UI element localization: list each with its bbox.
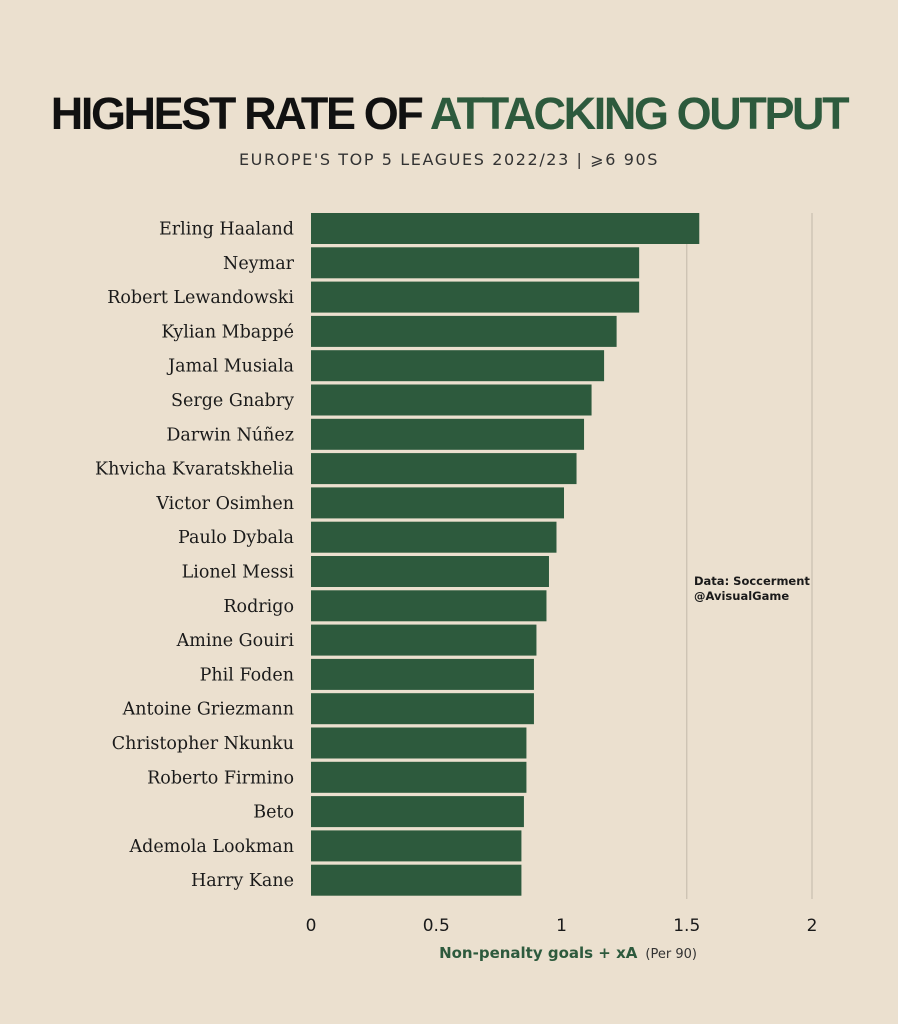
x-axis-label-main: Non-penalty goals + xA	[439, 944, 638, 962]
chart-title: HIGHEST RATE OF ATTACKING OUTPUT	[0, 88, 898, 140]
x-tick-label-2: 1	[556, 916, 567, 936]
category-label-10: Lionel Messi	[182, 563, 295, 583]
bar-17	[311, 796, 524, 828]
category-label-0: Erling Haaland	[159, 220, 294, 240]
bar-16	[311, 761, 527, 793]
bar-1	[311, 247, 640, 279]
bar-10	[311, 556, 549, 587]
x-tick-label-3: 1.5	[673, 916, 700, 936]
bar-6	[311, 418, 585, 450]
bar-5	[311, 384, 592, 416]
category-label-1: Neymar	[223, 254, 295, 274]
bar-0	[311, 213, 700, 244]
category-label-8: Victor Osimhen	[155, 494, 294, 514]
x-tick-label-0: 0	[306, 916, 317, 936]
bar-15	[311, 727, 527, 759]
chart-subtitle: EUROPE'S TOP 5 LEAGUES 2022/23 | ⩾6 90S	[238, 150, 660, 169]
category-label-19: Harry Kane	[191, 871, 294, 891]
bar-13	[311, 658, 534, 690]
category-label-12: Amine Gouiri	[176, 631, 295, 651]
category-labels: Erling Haaland Neymar Robert Lewandowski Ky…	[95, 220, 295, 892]
bar-12	[311, 624, 537, 656]
category-label-6: Darwin Núñez	[166, 425, 294, 445]
data-credit: Data: Soccerment @AvisualGame	[694, 574, 810, 604]
title-part-1: HIGHEST RATE OF	[50, 88, 430, 139]
category-label-17: Beto	[253, 803, 294, 823]
category-label-5: Serge Gnabry	[171, 391, 294, 411]
x-tick-label-1: 0.5	[423, 916, 450, 936]
title-part-2-accent: ATTACKING OUTPUT	[429, 88, 850, 139]
x-tick-label-4: 2	[807, 916, 818, 936]
bar-3	[311, 315, 617, 347]
bar-18	[311, 830, 522, 862]
category-label-14: Antoine Griezmann	[122, 700, 294, 720]
x-axis-ticks: 0 0.5 1 1.5 2	[306, 916, 818, 936]
category-label-13: Phil Foden	[200, 665, 294, 685]
category-label-4: Jamal Musiala	[166, 357, 294, 377]
x-axis-label-unit: (Per 90)	[645, 947, 697, 962]
category-label-3: Kylian Mbappé	[161, 322, 294, 342]
bar-7	[311, 453, 577, 485]
credit-source: Data: Soccerment	[694, 574, 810, 588]
gridlines	[686, 213, 813, 899]
bars	[311, 213, 700, 896]
bar-8	[311, 487, 565, 519]
category-label-7: Khvicha Kvaratskhelia	[95, 460, 294, 480]
category-label-18: Ademola Lookman	[128, 837, 294, 857]
category-label-11: Rodrigo	[223, 597, 294, 617]
bar-14	[311, 693, 534, 725]
category-label-9: Paulo Dybala	[178, 528, 294, 548]
credit-handle: @AvisualGame	[694, 589, 790, 603]
bar-9	[311, 521, 557, 553]
x-axis-label: Non-penalty goals + xA (Per 90)	[439, 944, 697, 962]
bar-11	[311, 590, 547, 622]
bar-4	[311, 350, 605, 382]
category-label-16: Roberto Firmino	[147, 768, 294, 788]
category-label-2: Robert Lewandowski	[107, 288, 294, 308]
bar-19	[311, 864, 522, 896]
bar-2	[311, 281, 640, 313]
category-label-15: Christopher Nkunku	[112, 734, 294, 754]
